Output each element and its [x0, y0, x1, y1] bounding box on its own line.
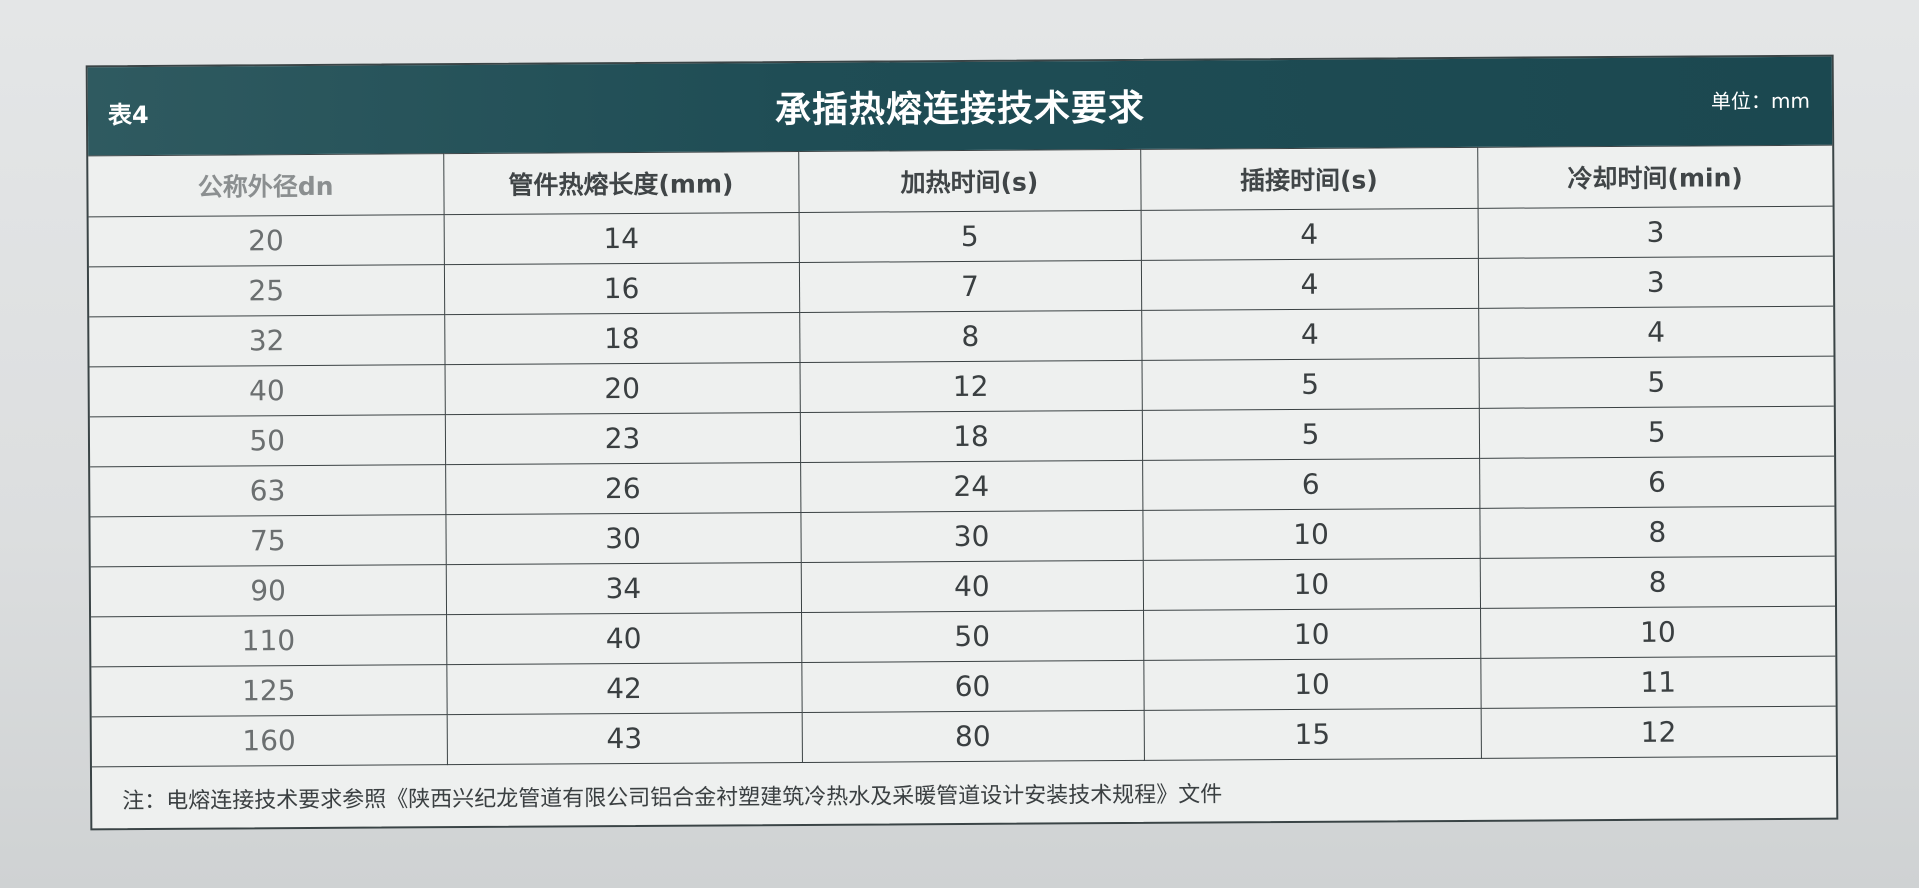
table-cell: 14 — [443, 212, 799, 265]
table-cell: 63 — [90, 464, 446, 517]
table-cell: 40 — [800, 560, 1144, 613]
table-cell: 10 — [1480, 606, 1836, 659]
table-cell: 5 — [1141, 358, 1479, 411]
table-cell: 10 — [1142, 558, 1481, 611]
table-note: 注：电熔连接技术要求参照《陕西兴纪龙管道有限公司铝合金衬塑建筑冷热水及采暖管道设… — [122, 782, 1223, 815]
column-header: 管件热熔长度(mm) — [443, 151, 799, 215]
table-cell: 20 — [88, 214, 444, 267]
column-header: 插接时间(s) — [1140, 147, 1478, 211]
table-cell: 3 — [1477, 206, 1833, 259]
data-table: 公称外径dn 管件热熔长度(mm) 加热时间(s) 插接时间(s) 冷却时间(min) … — [88, 145, 1836, 768]
table-cell: 6 — [1479, 456, 1835, 509]
table-cell: 80 — [801, 710, 1144, 763]
table-cell: 42 — [446, 662, 802, 715]
table-cell: 18 — [444, 312, 800, 365]
column-header: 公称外径dn — [88, 153, 444, 217]
table-cell: 24 — [800, 460, 1143, 513]
table-cell: 11 — [1480, 656, 1836, 709]
column-header: 加热时间(s) — [798, 149, 1141, 213]
table-cell: 12 — [1480, 706, 1836, 759]
table-cell: 4 — [1140, 208, 1478, 261]
table-cell: 3 — [1477, 256, 1834, 309]
table-cell: 75 — [90, 514, 446, 567]
table-cell: 43 — [446, 712, 802, 765]
table-cell: 18 — [799, 410, 1143, 463]
table-cell: 10 — [1143, 658, 1481, 711]
table-cell: 23 — [444, 412, 801, 465]
table-cell: 110 — [91, 614, 447, 667]
column-header: 冷却时间(min) — [1477, 145, 1833, 209]
table-title: 承插热熔连接技术要求 — [774, 87, 1146, 132]
table-cell: 4 — [1141, 308, 1479, 361]
table-cell: 25 — [88, 264, 445, 317]
table-cell: 8 — [799, 310, 1142, 363]
table-cell: 16 — [443, 262, 800, 315]
table-title-band: 表4 承插热熔连接技术要求 单位：mm — [87, 56, 1833, 156]
table-cell: 20 — [444, 362, 800, 415]
table-cell: 5 — [1478, 406, 1835, 459]
table-cell: 4 — [1478, 306, 1834, 359]
table-cell: 10 — [1143, 608, 1481, 661]
table-cell: 50 — [801, 610, 1144, 663]
table-cell: 8 — [1479, 556, 1836, 609]
table-cell: 90 — [90, 564, 447, 617]
table-cell: 30 — [800, 510, 1143, 563]
table-card: 表4 承插热熔连接技术要求 单位：mm 公称外径dn 管件热熔长度(mm) 加热时间… — [85, 54, 1839, 831]
table-cell: 12 — [799, 360, 1142, 413]
table-cell: 8 — [1479, 506, 1835, 559]
table-cell: 40 — [89, 364, 445, 417]
table-cell: 125 — [91, 664, 447, 717]
table-cell: 7 — [798, 260, 1142, 313]
table-cell: 60 — [801, 660, 1144, 713]
table-cell: 15 — [1143, 708, 1481, 761]
table-cell: 34 — [445, 562, 802, 615]
table-cell: 26 — [445, 462, 801, 515]
table-cell: 160 — [91, 714, 447, 767]
table-cell: 5 — [798, 210, 1141, 263]
table-cell: 5 — [1478, 356, 1834, 409]
table-cell: 10 — [1142, 508, 1480, 561]
table-unit: 单位：mm — [1710, 88, 1811, 114]
table-cell: 50 — [89, 414, 446, 467]
table-cell: 32 — [89, 314, 445, 367]
table-cell: 30 — [445, 512, 801, 565]
header-row: 公称外径dn 管件热熔长度(mm) 加热时间(s) 插接时间(s) 冷却时间(min) — [88, 145, 1833, 217]
table-cell: 5 — [1141, 408, 1480, 461]
table-cell: 6 — [1142, 458, 1480, 511]
table-cell: 4 — [1140, 258, 1479, 311]
table-cell: 40 — [446, 612, 802, 665]
